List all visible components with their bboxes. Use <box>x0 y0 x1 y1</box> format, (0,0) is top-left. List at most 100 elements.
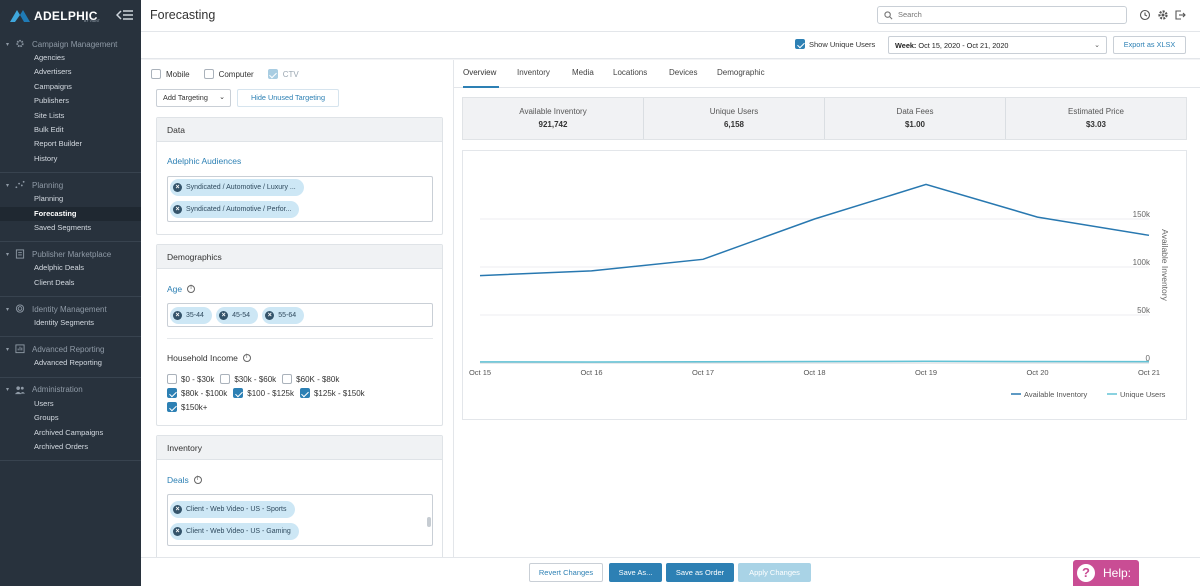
mobile-checkbox[interactable] <box>151 69 161 79</box>
deal-tag[interactable]: × Client - Web Video - US - Sports <box>170 501 295 518</box>
info-icon[interactable] <box>187 285 196 293</box>
income-checkbox[interactable] <box>282 374 293 384</box>
deals-box[interactable]: × Client - Web Video - US - Sports × Clien… <box>167 494 433 546</box>
help-button[interactable]: ? Help: <box>1073 560 1139 586</box>
collapse-sidebar-icon[interactable] <box>116 8 134 22</box>
stat-estimated-price: Estimated Price $3.03 <box>1067 107 1125 129</box>
logout-icon[interactable] <box>1174 9 1186 21</box>
income-checkbox[interactable] <box>299 388 310 398</box>
income-checkbox[interactable] <box>167 388 177 398</box>
device-ctv[interactable]: CTV <box>267 69 299 79</box>
sidebar-item-groups[interactable]: Groups <box>34 413 59 423</box>
audiences-box[interactable]: × Syndicated / Automotive / Luxury ... × S… <box>167 176 433 222</box>
tab-locations[interactable]: Locations <box>613 68 648 77</box>
sidebar-item-planning[interactable]: Planning <box>34 194 64 204</box>
income-checkbox[interactable] <box>167 402 177 412</box>
search-box[interactable] <box>877 6 1127 24</box>
computer-checkbox[interactable] <box>203 69 214 79</box>
sidebar-section-header[interactable]: ▾ Identity Management <box>0 302 141 316</box>
remove-icon[interactable]: × <box>173 527 182 536</box>
logo-mark-icon <box>10 10 30 22</box>
deal-tag[interactable]: × Client - Web Video - US - Gaming <box>170 523 299 540</box>
caret-down-icon: ▾ <box>6 346 10 353</box>
remove-icon[interactable]: × <box>219 311 229 320</box>
sidebar-item-history[interactable]: History <box>34 153 58 163</box>
remove-icon[interactable]: × <box>173 311 182 320</box>
income-option[interactable]: $0 - $30k <box>167 374 214 384</box>
sidebar-item-bulk-edit[interactable]: Bulk Edit <box>34 124 64 134</box>
tab-demographic[interactable]: Demographic <box>717 68 765 77</box>
age-tag[interactable]: × 35-44 <box>170 307 212 324</box>
income-option[interactable]: $30k - $60k <box>220 374 276 384</box>
gear-icon[interactable] <box>1157 9 1169 21</box>
add-targeting-dropdown[interactable]: Add Targeting ⌄ <box>156 89 231 107</box>
remove-icon[interactable]: × <box>265 311 275 320</box>
remove-icon[interactable]: × <box>173 183 182 192</box>
income-checkbox[interactable] <box>233 388 244 398</box>
sidebar-item-campaigns[interactable]: Campaigns <box>34 81 72 91</box>
age-tag[interactable]: × 55-64 <box>262 307 305 324</box>
sidebar-section-header[interactable]: ▾ Administration <box>0 383 141 397</box>
audience-tag[interactable]: × Syndicated / Automotive / Luxury ... <box>170 179 304 196</box>
age-box[interactable]: × 35-44 × 45-54 × 55-64 <box>167 303 433 327</box>
export-xlsx-button[interactable]: Export as XLSX <box>1113 36 1186 54</box>
ctv-checkbox[interactable] <box>267 69 278 79</box>
sidebar-nav: ▾ Campaign Management Agencies Advertisers C… <box>0 32 141 462</box>
income-option[interactable]: $100 - $125k <box>233 388 294 398</box>
y-tick-label: 50k <box>1137 306 1151 315</box>
save-as-order-button[interactable]: Save as Order <box>666 563 734 582</box>
sidebar-item-site-lists[interactable]: Site Lists <box>34 110 65 120</box>
sidebar-item-forecasting[interactable]: Forecasting <box>0 206 141 221</box>
tab-overview[interactable]: Overview <box>463 68 497 77</box>
income-checkbox[interactable] <box>167 374 177 384</box>
income-options: $0 - $30k $30k - $60k $60K - $80k $80k -… <box>167 372 371 414</box>
x-tick-label: Oct 19 <box>915 368 937 377</box>
device-computer[interactable]: Computer <box>203 69 254 79</box>
device-mobile[interactable]: Mobile <box>151 69 190 79</box>
apply-changes-button[interactable]: Apply Changes <box>738 563 811 582</box>
sidebar-item-publishers[interactable]: Publishers <box>34 96 70 106</box>
series-line-available-inventory <box>479 183 1150 277</box>
brand-logo[interactable]: ADELPHIC <box>0 0 141 32</box>
audience-tag[interactable]: × Syndicated / Automotive / Perfor... <box>170 201 300 218</box>
sidebar-item-advertisers[interactable]: Advertisers <box>34 67 72 77</box>
sidebar-item-users[interactable]: Users <box>34 398 54 408</box>
income-option[interactable]: $60K - $80k <box>282 374 339 384</box>
week-select[interactable]: Week: Oct 15, 2020 - Oct 21, 2020 ⌄ <box>888 36 1107 54</box>
sidebar-item-archived-campaigns[interactable]: Archived Campaigns <box>34 427 104 437</box>
income-option[interactable]: $80k - $100k <box>167 388 227 398</box>
sidebar-section-header[interactable]: ▾ Publisher Marketplace <box>0 247 141 261</box>
revert-changes-button[interactable]: Revert Changes <box>529 563 603 582</box>
info-icon[interactable] <box>242 354 251 362</box>
search-input[interactable] <box>898 10 1118 19</box>
sidebar-item-identity-segments[interactable]: Identity Segments <box>34 318 95 328</box>
info-icon[interactable] <box>193 476 202 484</box>
show-unique-users-toggle[interactable]: Show Unique Users <box>795 39 875 49</box>
hide-unused-targeting-button[interactable]: Hide Unused Targeting <box>237 89 339 107</box>
remove-icon[interactable]: × <box>173 205 182 214</box>
history-icon[interactable] <box>1139 9 1151 21</box>
sidebar-item-client-deals[interactable]: Client Deals <box>34 277 75 287</box>
sidebar-item-adelphic-deals[interactable]: Adelphic Deals <box>34 263 85 273</box>
income-option[interactable]: $150k+ <box>167 402 207 412</box>
sidebar-section-header[interactable]: ▾ Planning <box>0 178 141 192</box>
tab-inventory[interactable]: Inventory <box>517 68 550 77</box>
inventory-card-title: Inventory <box>157 436 442 460</box>
income-checkbox[interactable] <box>220 374 231 384</box>
remove-icon[interactable]: × <box>173 505 182 514</box>
sidebar-item-advanced-reporting[interactable]: Advanced Reporting <box>34 358 102 368</box>
save-as-button[interactable]: Save As... <box>609 563 662 582</box>
show-unique-users-checkbox[interactable] <box>795 39 805 49</box>
tab-devices[interactable]: Devices <box>669 68 698 77</box>
sidebar-item-agencies[interactable]: Agencies <box>34 53 65 62</box>
income-option[interactable]: $125k - $150k <box>299 388 365 398</box>
sidebar-item-saved-segments[interactable]: Saved Segments <box>34 222 92 232</box>
sidebar-section-header[interactable]: ▾ Advanced Reporting <box>0 342 141 356</box>
age-tag[interactable]: × 45-54 <box>216 307 259 324</box>
sidebar-item-archived-orders[interactable]: Archived Orders <box>34 442 89 452</box>
sidebar-item-report-builder[interactable]: Report Builder <box>34 139 82 149</box>
tab-media[interactable]: Media <box>572 68 594 77</box>
adelphic-audiences-label[interactable]: Adelphic Audiences <box>167 156 242 166</box>
deals-scrollbar[interactable] <box>427 517 431 527</box>
sidebar-section-header[interactable]: ▾ Campaign Management <box>0 37 141 51</box>
